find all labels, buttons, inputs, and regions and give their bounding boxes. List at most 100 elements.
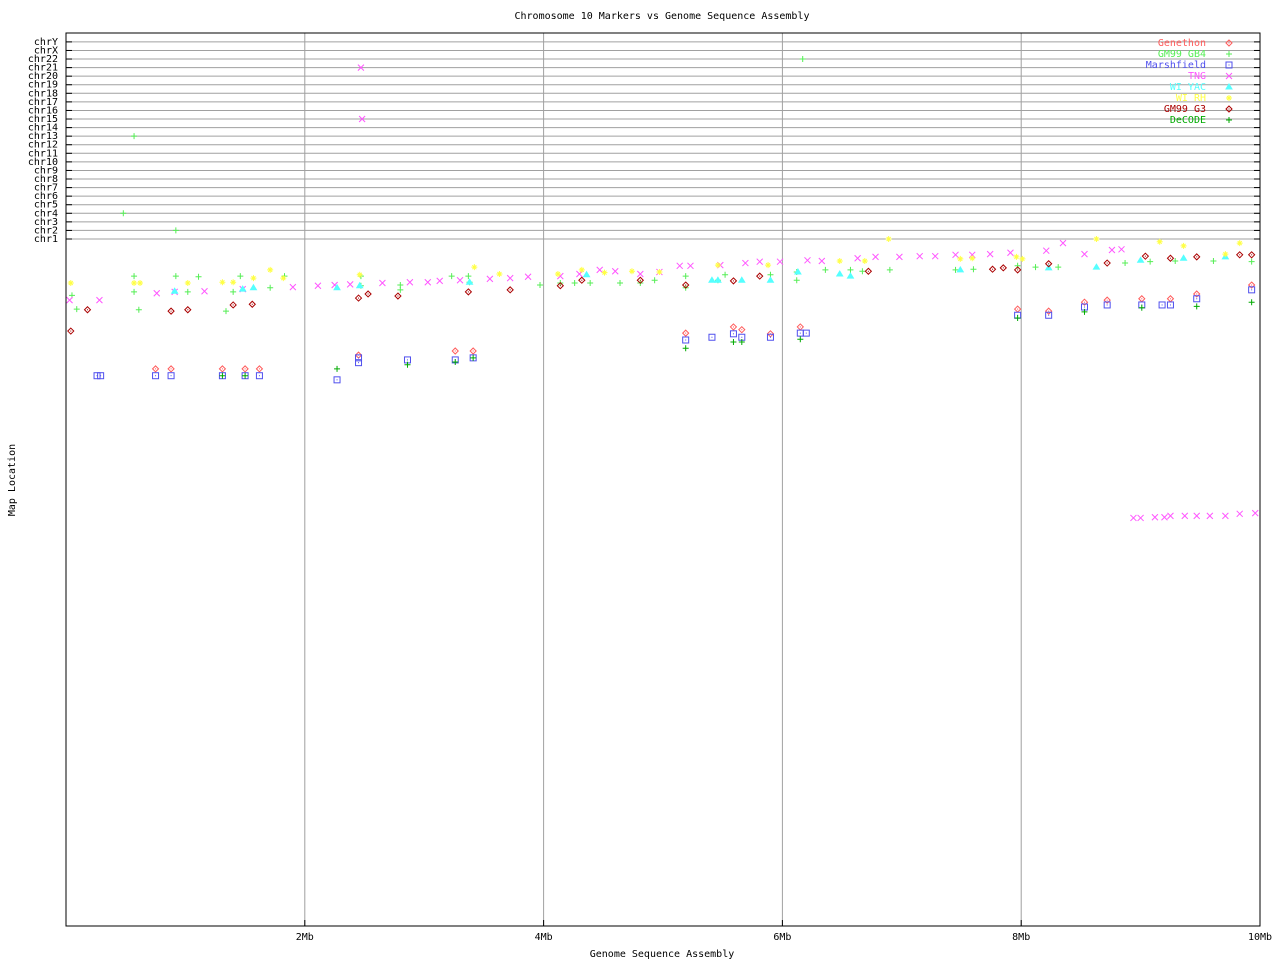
grid bbox=[66, 33, 1260, 926]
series-tng bbox=[66, 64, 1259, 522]
data-point bbox=[885, 236, 892, 242]
data-point bbox=[835, 270, 844, 277]
data-point bbox=[354, 294, 363, 302]
data-point bbox=[796, 329, 804, 337]
data-point bbox=[465, 273, 472, 280]
data-point bbox=[682, 336, 690, 344]
y-tick-label: chrY bbox=[34, 37, 58, 48]
data-point bbox=[1137, 514, 1144, 522]
data-point bbox=[333, 283, 341, 291]
data-point bbox=[1236, 240, 1243, 247]
data-point bbox=[1172, 257, 1179, 264]
data-point bbox=[1179, 254, 1188, 261]
data-point bbox=[1235, 251, 1244, 259]
data-point bbox=[131, 279, 138, 286]
data-point bbox=[135, 306, 142, 313]
data-point bbox=[1014, 262, 1021, 269]
data-point bbox=[280, 275, 287, 282]
data-point bbox=[131, 133, 138, 140]
data-point bbox=[601, 269, 608, 276]
x-tick-label: 4Mb bbox=[535, 932, 553, 943]
y-tick-label: chr8 bbox=[34, 174, 58, 185]
data-point bbox=[1013, 253, 1020, 260]
data-point bbox=[1193, 303, 1200, 310]
legend-label: WI RH bbox=[1176, 93, 1206, 104]
data-point bbox=[776, 258, 784, 266]
data-point bbox=[465, 278, 474, 285]
data-point bbox=[1007, 249, 1014, 257]
data-point bbox=[238, 285, 247, 292]
series-wi-rh bbox=[67, 236, 1243, 286]
data-point bbox=[571, 279, 578, 286]
data-point bbox=[596, 266, 604, 274]
legend-marker bbox=[1225, 72, 1233, 80]
legend-marker bbox=[1226, 51, 1232, 57]
data-point bbox=[355, 354, 363, 362]
data-point bbox=[394, 292, 402, 300]
data-point bbox=[406, 278, 414, 286]
data-point bbox=[793, 277, 800, 284]
data-point bbox=[1167, 512, 1174, 520]
series-genethon bbox=[151, 281, 1256, 373]
data-point bbox=[766, 276, 775, 283]
data-point bbox=[1193, 290, 1201, 298]
series-marshfield bbox=[93, 286, 1256, 384]
data-point bbox=[729, 330, 737, 338]
data-point bbox=[729, 323, 738, 331]
data-point bbox=[999, 264, 1007, 272]
data-point bbox=[636, 270, 644, 278]
data-point bbox=[456, 276, 464, 284]
data-point bbox=[682, 273, 689, 280]
data-point bbox=[931, 252, 939, 260]
data-point bbox=[250, 275, 257, 282]
data-point bbox=[587, 279, 594, 286]
chart-title: Chromosome 10 Markers vs Genome Sequence… bbox=[514, 11, 809, 22]
series-decode bbox=[219, 299, 1255, 379]
data-point bbox=[1122, 260, 1129, 267]
data-point bbox=[1251, 509, 1259, 517]
data-point bbox=[237, 273, 244, 280]
data-point bbox=[1013, 305, 1022, 313]
data-point bbox=[201, 287, 208, 295]
data-point bbox=[219, 372, 226, 379]
y-tick-label: chr2 bbox=[34, 225, 58, 236]
data-point bbox=[956, 265, 965, 273]
data-point bbox=[872, 253, 879, 261]
data-point bbox=[436, 277, 444, 285]
data-point bbox=[714, 276, 722, 283]
data-point bbox=[219, 279, 226, 286]
data-point bbox=[184, 306, 192, 314]
data-point bbox=[151, 365, 160, 373]
data-point bbox=[172, 273, 179, 280]
data-point bbox=[766, 333, 774, 341]
y-tick-label: chr11 bbox=[28, 148, 58, 159]
data-point bbox=[986, 250, 994, 258]
data-point bbox=[334, 365, 341, 372]
data-point bbox=[802, 329, 810, 337]
data-point bbox=[737, 276, 746, 283]
data-point bbox=[167, 372, 175, 380]
data-point bbox=[120, 210, 127, 217]
y-tick-label: chr7 bbox=[34, 183, 58, 194]
data-point bbox=[170, 287, 179, 294]
data-point bbox=[1181, 512, 1189, 520]
data-point bbox=[506, 274, 514, 282]
y-tick-label: chr9 bbox=[34, 165, 58, 176]
y-tick-label: chr20 bbox=[28, 71, 58, 82]
data-point bbox=[742, 259, 749, 267]
data-point bbox=[765, 262, 772, 269]
data-point bbox=[1136, 256, 1145, 263]
data-point bbox=[1081, 250, 1088, 258]
data-point bbox=[656, 268, 663, 275]
data-point bbox=[1044, 307, 1053, 315]
data-point bbox=[554, 271, 561, 278]
data-point bbox=[1014, 315, 1021, 322]
data-points bbox=[66, 56, 1259, 522]
legend-label: GM99 G3 bbox=[1164, 104, 1206, 115]
data-point bbox=[83, 306, 92, 314]
data-point bbox=[1059, 239, 1067, 247]
data-point bbox=[859, 268, 866, 275]
data-point bbox=[822, 266, 829, 273]
data-point bbox=[218, 365, 227, 373]
